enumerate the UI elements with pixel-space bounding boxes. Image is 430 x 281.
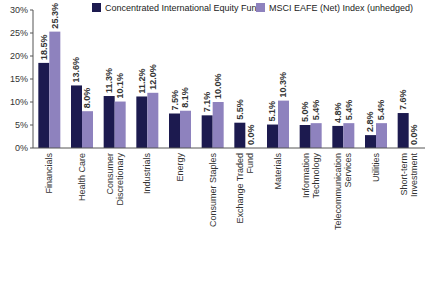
x-tick-label: Financials (44, 153, 54, 194)
bar (115, 102, 126, 148)
x-tick-label: Exchange TradedFund (235, 153, 255, 224)
x-tick-label: Utilities (371, 153, 381, 183)
x-tick-label: Industrials (142, 153, 152, 195)
legend-label: MSCI EAFE (Net) Index (unhedged) (269, 3, 413, 13)
data-label: 5.1% (268, 101, 278, 122)
bars (38, 32, 408, 148)
data-label: 4.8% (333, 102, 343, 123)
data-label: 25.3% (50, 3, 60, 29)
bar (365, 135, 376, 148)
y-tick-label: 20% (10, 51, 28, 61)
bar (169, 114, 180, 149)
bar (213, 102, 224, 148)
bar (180, 111, 191, 148)
bar (202, 115, 213, 148)
data-label: 7.6% (398, 90, 408, 111)
bar (234, 123, 245, 148)
y-axis (33, 10, 34, 148)
bar (267, 125, 278, 148)
data-label: 10.0% (213, 73, 223, 99)
data-label: 5.4% (344, 100, 354, 121)
data-label: 5.5% (235, 99, 245, 120)
bar (49, 32, 60, 148)
data-label: 8.1% (181, 87, 191, 108)
y-tick-label: 5% (15, 120, 28, 130)
x-tick-label: ConsumerDiscretionary (105, 153, 125, 206)
data-label: 12.0% (148, 64, 158, 90)
bar (311, 123, 322, 148)
data-label: 5.4% (377, 100, 387, 121)
bar (82, 111, 93, 148)
bar (278, 101, 289, 148)
bar (38, 63, 49, 148)
data-label: 5.4% (311, 100, 321, 121)
data-label: 11.2% (137, 68, 147, 93)
y-tick-label: 25% (10, 28, 28, 38)
y-tick-label: 10% (10, 97, 28, 107)
bar (398, 113, 409, 148)
chart: 0% 5% 10% 15% 20% 25% 30% 18.5% 13.6% 11.3% 11.2% 7… (0, 0, 430, 281)
bar (300, 125, 311, 148)
data-label: 7.1% (202, 92, 212, 113)
x-tick-label: Consumer Staples (208, 153, 218, 228)
legend-label: Concentrated International Equity Fund (105, 3, 262, 13)
data-label: 18.5% (39, 34, 49, 60)
data-label: 7.5% (170, 90, 180, 111)
bar (343, 123, 354, 148)
bar (376, 123, 387, 148)
x-tick-label: Short-termInvestment (399, 153, 419, 198)
bar (332, 126, 343, 148)
x-tick-label: Health Care (77, 153, 87, 201)
bar (147, 93, 158, 148)
bar (71, 85, 82, 148)
x-tick-label: Energy (175, 153, 185, 182)
data-label: 5.0% (300, 101, 310, 122)
legend-swatch (256, 3, 265, 12)
legend-swatch (92, 3, 101, 12)
y-tick-label: 30% (10, 5, 28, 15)
x-axis (33, 148, 425, 149)
bar (104, 96, 115, 148)
data-label: 2.8% (366, 112, 376, 133)
y-tick-label: 15% (10, 74, 28, 84)
data-label: 10.1% (115, 73, 125, 99)
x-tick-label: Materials (273, 153, 283, 190)
data-label: 0.0% (409, 124, 419, 145)
data-label: 13.6% (72, 57, 82, 83)
y-tick-label: 0% (15, 143, 28, 153)
x-tick-label: InformationTechnology (301, 153, 321, 199)
data-label: 8.0% (83, 88, 93, 109)
bar (136, 96, 147, 148)
data-label: 0.0% (246, 124, 256, 145)
data-label: 10.3% (279, 72, 289, 98)
x-tick-label: TelecommunicationServices (333, 153, 353, 231)
data-labels: 18.5% 13.6% 11.3% 11.2% 7.5% 7.1% 5.5% 5.1% 5.0%… (39, 3, 419, 145)
data-label: 11.3% (104, 68, 114, 93)
